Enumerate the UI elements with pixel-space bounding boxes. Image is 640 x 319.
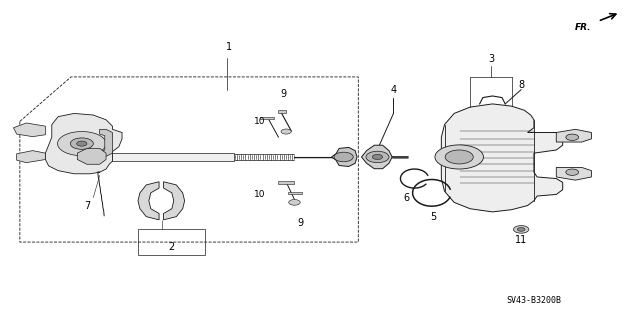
Text: 4: 4: [390, 85, 397, 95]
Polygon shape: [332, 147, 357, 167]
Bar: [138, 229, 205, 255]
Circle shape: [566, 134, 579, 140]
Polygon shape: [164, 182, 184, 220]
Text: 10: 10: [253, 117, 265, 126]
Text: 8: 8: [518, 80, 524, 90]
Text: 5: 5: [431, 212, 436, 222]
Circle shape: [435, 145, 483, 169]
Text: 1: 1: [227, 42, 232, 52]
Polygon shape: [138, 182, 159, 220]
Circle shape: [334, 152, 353, 162]
Text: 11: 11: [515, 235, 527, 246]
Text: FR.: FR.: [575, 23, 591, 32]
Bar: [113, 153, 234, 161]
Circle shape: [517, 227, 525, 231]
Bar: [288, 192, 302, 195]
Text: 2: 2: [169, 242, 175, 252]
Text: 9: 9: [298, 218, 304, 228]
Circle shape: [58, 131, 106, 156]
Bar: [278, 181, 294, 184]
Polygon shape: [362, 145, 392, 169]
Circle shape: [70, 138, 93, 149]
Polygon shape: [77, 148, 106, 164]
Text: 6: 6: [404, 193, 410, 203]
Polygon shape: [100, 129, 113, 156]
Text: 3: 3: [488, 55, 494, 64]
Polygon shape: [556, 167, 591, 180]
Circle shape: [366, 151, 389, 163]
Circle shape: [566, 169, 579, 175]
Polygon shape: [45, 114, 122, 174]
Bar: [278, 110, 285, 114]
Circle shape: [445, 150, 473, 164]
Polygon shape: [442, 104, 563, 212]
Circle shape: [372, 154, 383, 160]
Text: 9: 9: [280, 89, 287, 100]
Polygon shape: [13, 123, 45, 137]
Polygon shape: [17, 151, 45, 163]
Circle shape: [77, 141, 87, 146]
Circle shape: [289, 199, 300, 205]
Text: 10: 10: [253, 190, 265, 199]
Circle shape: [281, 129, 291, 134]
Text: SV43-B3200B: SV43-B3200B: [506, 296, 561, 305]
Polygon shape: [556, 129, 591, 142]
Text: 7: 7: [84, 201, 90, 211]
Circle shape: [513, 226, 529, 233]
Bar: [260, 117, 274, 119]
